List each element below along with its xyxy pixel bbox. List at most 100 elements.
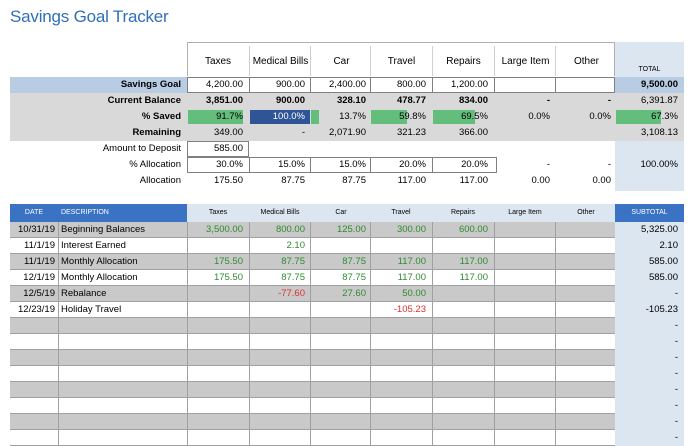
row-amount[interactable] (555, 430, 617, 446)
row-description[interactable]: Rebalance (61, 288, 107, 299)
row-amount[interactable] (494, 286, 556, 302)
savings-goal-value[interactable]: 800.00 (370, 77, 432, 93)
table-row[interactable] (10, 414, 615, 430)
table-row[interactable] (10, 286, 615, 302)
row-amount[interactable] (370, 238, 432, 254)
row-date[interactable]: 11/1/19 (24, 256, 55, 267)
row-amount[interactable] (494, 318, 556, 334)
row-amount[interactable] (432, 318, 494, 334)
row-date[interactable]: 12/23/19 (18, 304, 55, 315)
pct-allocation-value[interactable]: 30.0% (216, 159, 243, 170)
row-amount[interactable] (432, 366, 494, 382)
row-amount[interactable] (494, 350, 556, 366)
row-amount[interactable] (555, 222, 617, 238)
table-row[interactable] (10, 302, 615, 318)
row-amount[interactable] (187, 366, 249, 382)
row-description[interactable]: Holiday Travel (61, 304, 122, 315)
row-amount[interactable]: 87.75 (281, 256, 305, 267)
row-amount[interactable] (555, 350, 617, 366)
row-description[interactable] (58, 414, 187, 430)
row-amount[interactable] (370, 398, 432, 414)
row-amount[interactable] (249, 414, 311, 430)
row-amount[interactable]: 117.00 (459, 272, 488, 283)
row-amount[interactable] (249, 318, 311, 334)
row-amount[interactable] (370, 366, 432, 382)
savings-goal-value[interactable]: 900.00 (249, 77, 311, 93)
row-amount[interactable] (432, 430, 494, 446)
row-amount[interactable] (187, 382, 249, 398)
row-amount[interactable]: 117.00 (459, 256, 488, 267)
row-amount[interactable] (310, 414, 372, 430)
row-description[interactable] (58, 398, 187, 414)
row-description[interactable]: Interest Earned (61, 240, 126, 251)
pct-allocation-value[interactable]: 20.0% (370, 157, 432, 173)
row-amount[interactable] (432, 238, 494, 254)
row-amount[interactable]: 125.00 (336, 224, 366, 235)
row-amount[interactable]: 2.10 (286, 240, 306, 251)
row-amount[interactable]: -77.60 (278, 288, 305, 299)
row-amount[interactable] (494, 382, 556, 398)
row-amount[interactable] (187, 286, 249, 302)
row-amount[interactable] (249, 334, 311, 350)
row-amount[interactable] (249, 382, 311, 398)
row-amount[interactable] (187, 350, 249, 366)
row-date[interactable] (10, 366, 58, 382)
row-description[interactable] (58, 350, 187, 366)
row-amount[interactable] (310, 334, 372, 350)
row-date[interactable] (10, 318, 58, 334)
table-row[interactable] (10, 318, 615, 334)
row-amount[interactable] (310, 366, 372, 382)
row-amount[interactable] (310, 398, 372, 414)
row-amount[interactable] (187, 430, 249, 446)
row-amount[interactable] (432, 334, 494, 350)
row-date[interactable] (10, 382, 58, 398)
row-amount[interactable]: 175.50 (213, 256, 243, 267)
table-row[interactable] (10, 254, 615, 270)
row-description[interactable] (58, 366, 187, 382)
savings-goal-value[interactable]: 1,200.00 (432, 77, 494, 93)
row-amount[interactable]: 87.75 (342, 272, 366, 283)
row-amount[interactable] (370, 350, 432, 366)
row-amount[interactable] (555, 302, 617, 318)
row-amount[interactable] (555, 238, 617, 254)
row-description[interactable]: Beginning Balances (61, 224, 145, 235)
row-amount[interactable] (555, 286, 617, 302)
row-amount[interactable] (555, 254, 617, 270)
savings-goal-value[interactable]: 4,200.00 (206, 79, 243, 90)
row-amount[interactable] (494, 366, 556, 382)
row-amount[interactable] (555, 398, 617, 414)
pct-allocation-value[interactable]: 15.0% (310, 157, 372, 173)
row-description[interactable]: Monthly Allocation (61, 256, 138, 267)
table-row[interactable] (10, 270, 615, 286)
row-amount[interactable]: 50.00 (402, 288, 426, 299)
row-amount[interactable] (555, 382, 617, 398)
row-amount[interactable] (494, 270, 556, 286)
row-amount[interactable] (555, 414, 617, 430)
row-amount[interactable] (249, 398, 311, 414)
row-amount[interactable] (249, 430, 311, 446)
row-date[interactable] (10, 398, 58, 414)
row-description[interactable] (58, 334, 187, 350)
table-row[interactable] (10, 350, 615, 366)
row-amount[interactable]: -105.23 (393, 304, 426, 315)
row-date[interactable] (10, 350, 58, 366)
row-amount[interactable] (310, 350, 372, 366)
table-row[interactable] (10, 334, 615, 350)
row-amount[interactable] (370, 318, 432, 334)
row-amount[interactable]: 27.60 (342, 288, 366, 299)
row-amount[interactable] (432, 286, 494, 302)
row-amount[interactable] (249, 366, 311, 382)
row-amount[interactable] (370, 334, 432, 350)
row-amount[interactable] (555, 334, 617, 350)
row-amount[interactable] (555, 318, 617, 334)
savings-goal-value[interactable] (494, 77, 556, 93)
row-date[interactable]: 10/31/19 (18, 224, 55, 235)
pct-allocation-value[interactable]: 15.0% (249, 157, 311, 173)
row-amount[interactable] (494, 254, 556, 270)
savings-goal-value[interactable] (555, 77, 617, 93)
row-amount[interactable] (187, 318, 249, 334)
row-date[interactable] (10, 334, 58, 350)
row-amount[interactable]: 87.75 (281, 272, 305, 283)
amount-to-deposit-input[interactable]: 585.00 (213, 143, 243, 154)
row-amount[interactable] (370, 414, 432, 430)
